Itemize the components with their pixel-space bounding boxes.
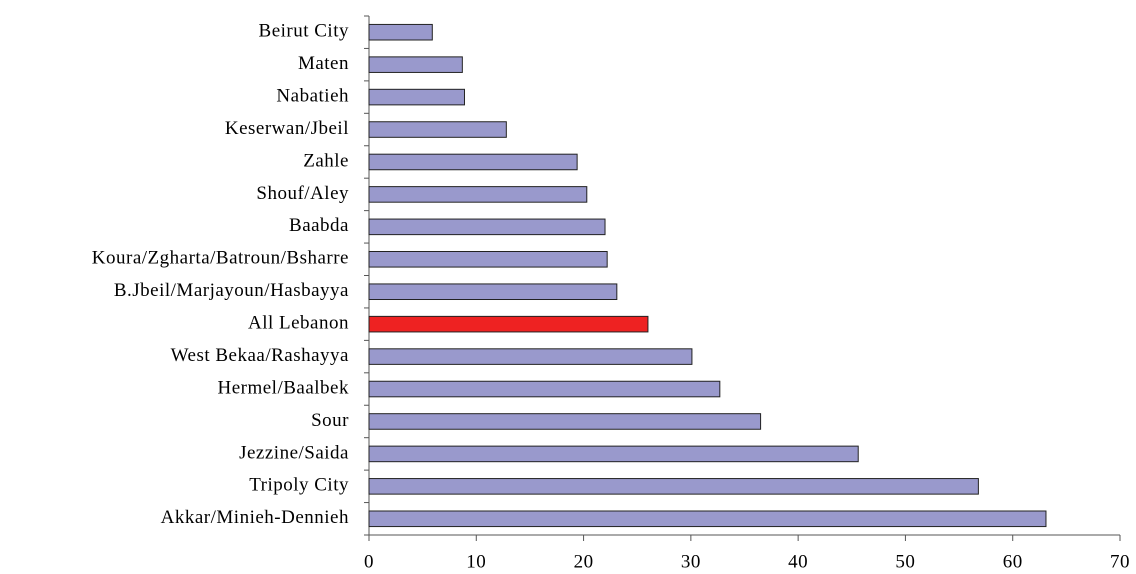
y-tick-label: Tripoly City [249, 475, 349, 496]
bar [368, 283, 618, 301]
y-tick-label: Sour [311, 410, 349, 431]
bar [368, 186, 588, 203]
y-tick-label: Akkar/Minieh-Dennieh [161, 507, 349, 528]
y-tick-label: Jezzine/Saida [239, 442, 349, 463]
bar [368, 88, 465, 106]
bar [368, 510, 1047, 528]
bar [368, 23, 433, 41]
y-tick-label: Hermel/Baalbek [217, 377, 349, 398]
x-tick-label: 0 [364, 551, 374, 572]
bar [368, 478, 979, 495]
y-tick-label: Zahle [303, 150, 349, 171]
bar [368, 218, 606, 236]
x-tick-label: 40 [788, 551, 808, 572]
y-tick-label: West Bekaa/Rashayya [171, 345, 349, 366]
y-tick-label: Nabatieh [276, 85, 349, 106]
y-tick-label: Keserwan/Jbeil [225, 118, 349, 139]
x-tick-label: 30 [681, 551, 701, 572]
bar [368, 445, 859, 463]
x-tick-label: 20 [574, 551, 594, 572]
y-tick-label: Koura/Zgharta/Batroun/Bsharre [92, 248, 349, 269]
bar [368, 413, 762, 430]
y-tick-label: Beirut City [259, 21, 349, 42]
bar [368, 348, 693, 365]
x-tick-label: 50 [895, 551, 915, 572]
x-tick-label: 10 [466, 551, 486, 572]
y-tick-label: All Lebanon [248, 313, 349, 334]
x-tick-label: 70 [1110, 551, 1130, 572]
y-tick-label: B.Jbeil/Marjayoun/Hasbayya [114, 280, 349, 301]
bar [368, 315, 649, 333]
bar [368, 121, 507, 138]
y-tick-label: Baabda [289, 215, 349, 236]
y-tick-label: Shouf/Aley [256, 183, 349, 204]
y-tick-label: Maten [298, 53, 349, 74]
bar [368, 250, 608, 268]
x-tick-label: 60 [1003, 551, 1023, 572]
bar [368, 153, 578, 171]
bar [368, 380, 721, 398]
bar [368, 56, 463, 73]
